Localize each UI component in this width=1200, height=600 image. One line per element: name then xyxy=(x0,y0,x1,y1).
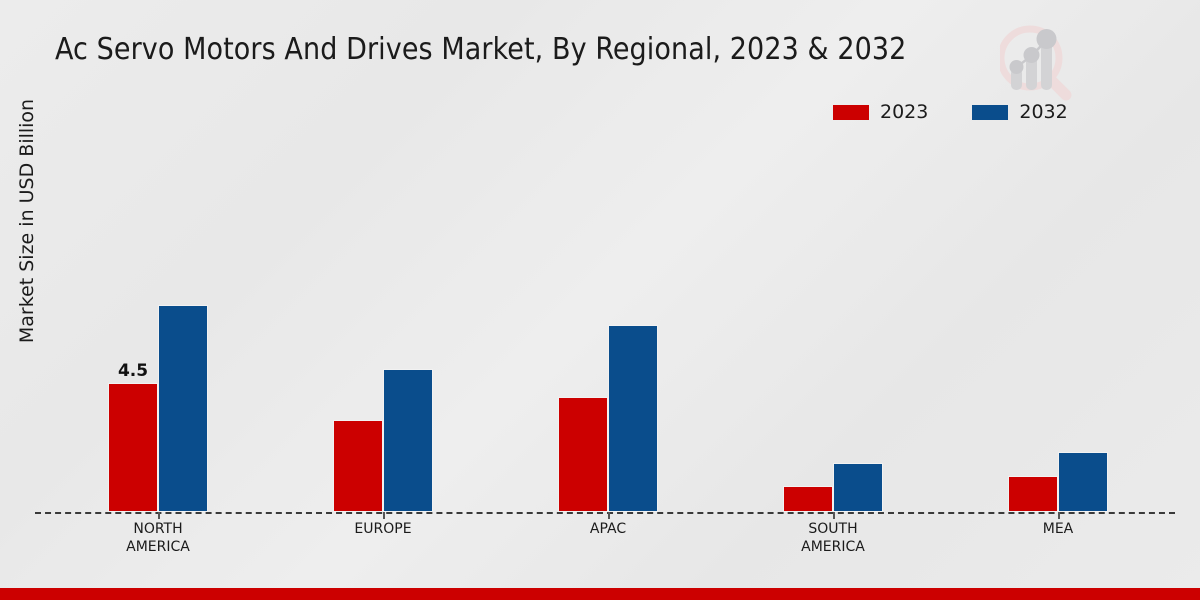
bar-2032-north-america[interactable] xyxy=(158,305,208,512)
bar-group xyxy=(1008,0,1108,600)
bar-2032-europe[interactable] xyxy=(383,368,433,512)
bar-value-label: 4.5 xyxy=(117,360,149,381)
legend-item-2023[interactable]: 2023 xyxy=(833,103,928,122)
bar-group: 4.5 xyxy=(108,0,208,600)
bottom-accent-bar xyxy=(0,588,1200,600)
bar-2023-europe[interactable] xyxy=(333,420,383,512)
x-axis-label-apac: APAC xyxy=(589,521,627,537)
legend-swatch-2023 xyxy=(833,105,869,120)
x-axis-label-south-america: SOUTH AMERICA xyxy=(801,521,865,555)
x-axis-baseline xyxy=(35,512,1175,514)
chart-title: Ac Servo Motors And Drives Market, By Re… xyxy=(55,32,907,67)
x-axis-tick xyxy=(833,512,835,519)
x-axis-label-mea: MEA xyxy=(1042,521,1074,537)
x-axis-tick xyxy=(608,512,610,519)
bar-2023-north-america[interactable] xyxy=(108,382,158,512)
legend-item-2032[interactable]: 2032 xyxy=(972,101,1068,123)
legend-label-2023: 2023 xyxy=(880,101,929,123)
bar-2032-mea[interactable] xyxy=(1058,451,1108,512)
bar-group xyxy=(333,0,433,600)
bar-2023-south-america[interactable] xyxy=(783,486,833,512)
x-axis-tick xyxy=(1058,512,1060,519)
chart-legend: 2023 2032 xyxy=(833,103,1068,122)
bar-2032-south-america[interactable] xyxy=(833,463,883,512)
bar-group xyxy=(558,0,658,600)
x-axis-tick xyxy=(158,512,160,519)
bar-group xyxy=(783,0,883,600)
bar-2032-apac[interactable] xyxy=(608,325,658,512)
bar-2023-mea[interactable] xyxy=(1008,476,1058,512)
x-axis-tick xyxy=(383,512,385,519)
x-axis-label-europe: EUROPE xyxy=(354,521,412,537)
x-axis-label-north-america: NORTH AMERICA xyxy=(126,521,190,555)
legend-label-2032: 2032 xyxy=(1019,101,1068,123)
legend-swatch-2032 xyxy=(972,105,1009,120)
bar-2023-apac[interactable] xyxy=(558,397,608,512)
